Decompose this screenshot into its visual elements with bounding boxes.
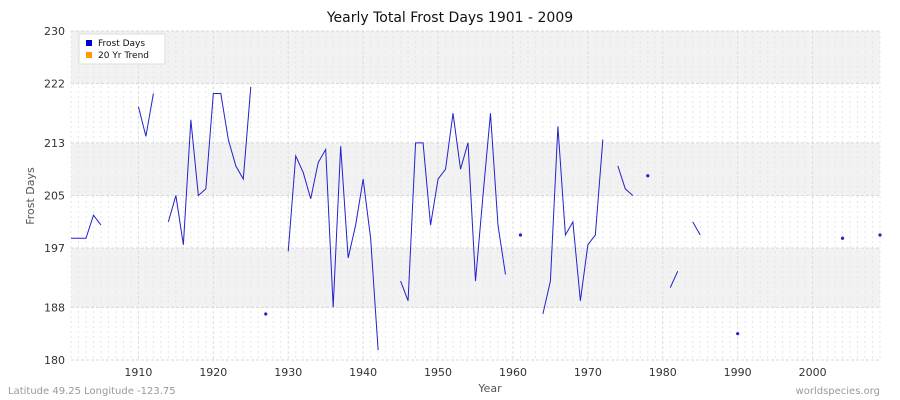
legend-swatch-trend: [86, 52, 92, 58]
legend-swatch-frost-days: [86, 40, 92, 46]
y-tick-label: 197: [44, 242, 65, 255]
footer-location: Latitude 49.25 Longitude -123.75: [8, 386, 176, 397]
series-line-segment: [71, 214, 102, 239]
series-line-segment: [692, 221, 701, 236]
y-tick-label: 205: [44, 190, 65, 203]
legend-label-frost-days: Frost Days: [98, 39, 145, 49]
series-line-segment: [542, 126, 604, 315]
y-tick-label: 222: [44, 78, 65, 91]
series-line-segment: [617, 165, 634, 196]
series-line-segment: [167, 86, 252, 245]
legend: Frost Days 20 Yr Trend: [78, 33, 166, 65]
y-tick-label: 180: [44, 354, 65, 367]
x-tick-label: 2000: [799, 366, 827, 379]
y-tick-labels: 180 188 197 205 213 222 230: [44, 25, 65, 367]
x-axis-label: Year: [477, 382, 502, 395]
x-tick-label: 1990: [724, 366, 752, 379]
data-point: [264, 312, 268, 316]
y-tick-label: 188: [44, 301, 65, 314]
y-tick-label: 230: [44, 25, 65, 38]
x-tick-label: 1920: [199, 366, 227, 379]
series-line-segment: [400, 113, 506, 301]
x-tick-label: 1930: [274, 366, 302, 379]
y-tick-label: 213: [44, 137, 65, 150]
x-tick-label: 1970: [574, 366, 602, 379]
x-tick-label: 1950: [424, 366, 452, 379]
series-line-segment: [137, 93, 154, 137]
data-point: [518, 233, 523, 237]
x-tick-labels: 1910 1920 1930 1940 1950 1960 1970 1980 1990 2000: [124, 366, 826, 379]
y-axis-label: Frost Days: [24, 167, 37, 225]
data-point: [840, 236, 845, 240]
x-tick-label: 1940: [349, 366, 377, 379]
series-line-segment: [287, 146, 379, 351]
data-point: [646, 174, 650, 178]
chart-title: Yearly Total Frost Days 1901 - 2009: [326, 10, 573, 26]
x-tick-label: 1980: [649, 366, 677, 379]
data-point: [736, 332, 740, 336]
x-tick-label: 1960: [499, 366, 527, 379]
series-layer: [71, 86, 882, 351]
footer-source: worldspecies.org: [796, 386, 880, 397]
x-tick-label: 1910: [124, 366, 152, 379]
data-point: [878, 233, 882, 237]
series-line-segment: [669, 270, 679, 288]
legend-label-trend: 20 Yr Trend: [98, 51, 149, 61]
legend-box: [78, 33, 166, 65]
